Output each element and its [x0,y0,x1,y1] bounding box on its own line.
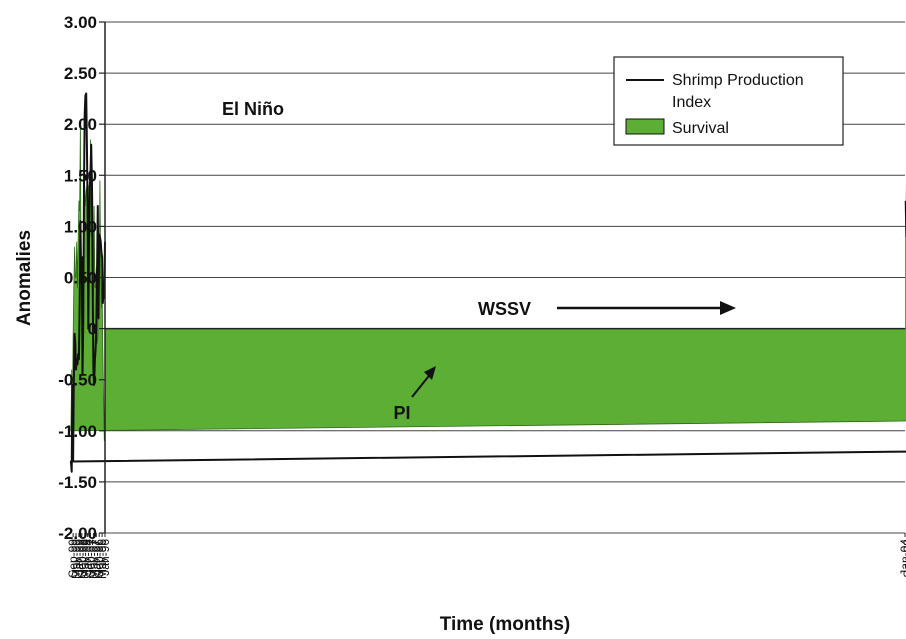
pi-annotation: PI [393,403,410,423]
x-tick-label: Sep-99 [66,539,80,578]
x-tick-label: Sep-98 [75,539,89,578]
shrimp-production-line-series [69,92,906,473]
y-tick-label: 2.50 [64,64,97,83]
x-tick-label: May-96 [95,539,109,579]
y-tick-label: 0 [88,320,97,339]
x-tick-label: May-97 [86,539,100,579]
y-tick-label: 3.00 [64,13,97,32]
pi-arrow-head [424,366,436,380]
y-tick-label: 2.00 [64,115,97,134]
x-tick-label: Jan-98 [81,539,95,576]
x-tick-label: Jan-99 [72,539,86,576]
x-tick-label: May-98 [78,539,92,579]
y-tick-label: -0.50 [58,371,97,390]
survival-area-path [70,124,906,442]
y-axis-ticks: 3.00 2.50 2.00 1.50 1.00 0.50 0 -0.50 -1.00 -1.50… [58,13,105,543]
legend-label-production: Shrimp Production [672,72,804,89]
x-axis-ticks: Jan-96May-96Sep-96Jan-97May-97Sep-97Jan-… [66,533,906,579]
x-tick-label: Sep-96 [92,539,106,578]
x-tick-label: Jan-97 [89,539,103,576]
legend-label-production-line2: Index [672,94,711,111]
y-tick-label: -1.00 [58,422,97,441]
legend-area-swatch [625,118,665,135]
x-tick-label: May-99 [69,539,83,579]
x-tick-label: Jan-04 [898,539,906,576]
el-nino-annotation: El Niño [222,99,284,119]
x-tick-label: May-03 [904,539,906,579]
x-tick-label: Sep-03 [901,539,906,578]
wssv-arrow-head [720,301,736,315]
x-axis-title: Time (months) [440,614,571,635]
x-tick-label: Jan-96 [98,539,112,576]
y-axis-title: Anomalies [14,230,35,326]
y-tick-label: -1.50 [58,473,97,492]
y-tick-label: -2.00 [58,524,97,543]
y-tick-label: 1.50 [64,166,97,185]
legend: Shrimp Production Index Survival [613,56,844,146]
y-tick-label: 0.50 [64,269,97,288]
y-tick-label: 1.00 [64,217,97,236]
shrimp-production-polyline [69,92,906,473]
survival-area-series [70,124,906,442]
legend-label-survival: Survival [672,120,729,137]
wssv-annotation: WSSV [478,299,531,319]
x-tick-label: Sep-97 [84,539,98,578]
